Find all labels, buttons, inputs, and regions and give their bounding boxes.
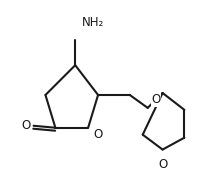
Text: O: O: [152, 93, 161, 106]
Text: O: O: [158, 157, 167, 171]
Text: NH₂: NH₂: [82, 16, 104, 29]
Text: O: O: [93, 128, 102, 141]
Text: O: O: [21, 119, 30, 132]
